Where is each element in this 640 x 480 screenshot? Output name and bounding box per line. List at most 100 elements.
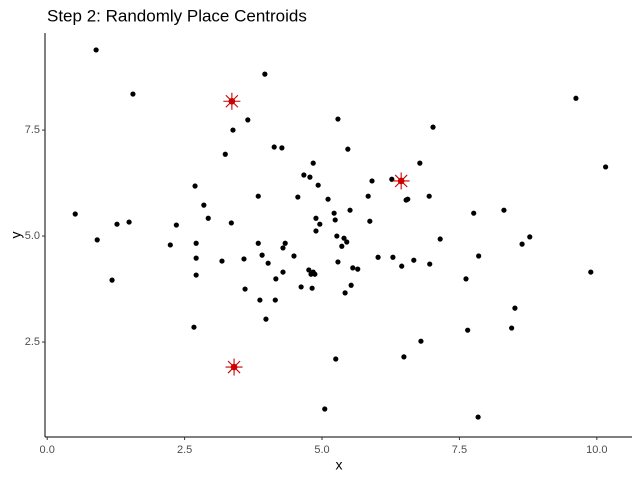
point <box>308 271 314 277</box>
point <box>306 267 312 273</box>
point <box>342 290 348 296</box>
point <box>527 234 533 240</box>
y-tick-label: 5.0 <box>25 230 40 242</box>
y-tick-label: 2.5 <box>25 336 40 348</box>
point <box>573 95 579 101</box>
point <box>271 144 277 150</box>
point <box>344 239 350 245</box>
point <box>130 91 136 97</box>
centroid <box>225 358 243 376</box>
point <box>471 210 477 216</box>
point <box>603 164 609 170</box>
point <box>322 406 328 412</box>
point <box>463 276 469 282</box>
point <box>279 145 285 151</box>
point <box>222 151 228 157</box>
point <box>335 116 341 122</box>
point <box>313 228 319 234</box>
point <box>437 236 443 242</box>
point <box>465 327 471 333</box>
point <box>126 219 132 225</box>
x-tick-label: 10.0 <box>586 444 607 456</box>
point <box>509 325 515 331</box>
point <box>272 297 278 303</box>
point <box>93 47 99 53</box>
point <box>317 221 323 227</box>
point <box>205 215 211 221</box>
centroid-dot <box>228 97 236 105</box>
chart-title: Step 2: Randomly Place Centroids <box>47 6 307 25</box>
point <box>312 271 318 277</box>
point <box>259 252 265 258</box>
point <box>273 276 279 282</box>
point <box>291 253 297 259</box>
point <box>193 240 199 246</box>
point <box>375 254 381 260</box>
point <box>241 256 247 262</box>
x-tick-label: 5.0 <box>314 444 329 456</box>
point <box>313 215 319 221</box>
point <box>167 242 173 248</box>
point <box>315 182 321 188</box>
centroid <box>223 92 241 110</box>
point <box>325 196 331 202</box>
point <box>262 71 268 77</box>
point <box>512 305 518 311</box>
point <box>475 414 481 420</box>
point <box>280 245 286 251</box>
point <box>348 282 354 288</box>
point <box>255 193 261 199</box>
point <box>114 221 120 227</box>
point <box>347 207 353 213</box>
point <box>295 194 301 200</box>
point <box>411 257 417 263</box>
point <box>350 265 356 271</box>
x-tick-label: 7.5 <box>452 444 467 456</box>
point <box>109 277 115 283</box>
point <box>390 254 396 260</box>
point <box>405 196 411 202</box>
point <box>193 255 199 261</box>
point <box>418 338 424 344</box>
point <box>298 284 304 290</box>
point <box>339 243 345 249</box>
centroid <box>392 172 410 190</box>
point <box>310 160 316 166</box>
point <box>193 272 199 278</box>
point <box>430 124 436 130</box>
point <box>309 285 315 291</box>
point <box>588 269 594 275</box>
x-tick-label: 2.5 <box>177 444 192 456</box>
point <box>476 253 482 259</box>
point <box>519 241 525 247</box>
point <box>230 127 236 133</box>
point <box>219 258 225 264</box>
point <box>94 237 100 243</box>
point <box>365 193 371 199</box>
centroid-dot <box>230 363 238 371</box>
point <box>401 354 407 360</box>
point <box>417 160 423 166</box>
point <box>301 172 307 178</box>
point <box>335 259 341 265</box>
point <box>263 316 269 322</box>
y-tick-label: 7.5 <box>25 124 40 136</box>
point <box>280 269 286 275</box>
point <box>282 240 288 246</box>
point <box>255 240 261 246</box>
point <box>399 263 405 269</box>
point <box>191 324 197 330</box>
point <box>355 266 361 272</box>
point <box>334 233 340 239</box>
centroid-dot <box>397 177 405 185</box>
point <box>307 174 313 180</box>
point <box>345 146 351 152</box>
point <box>333 356 339 362</box>
point <box>228 220 234 226</box>
point <box>192 183 198 189</box>
point <box>427 261 433 267</box>
point <box>257 297 263 303</box>
point <box>173 222 179 228</box>
